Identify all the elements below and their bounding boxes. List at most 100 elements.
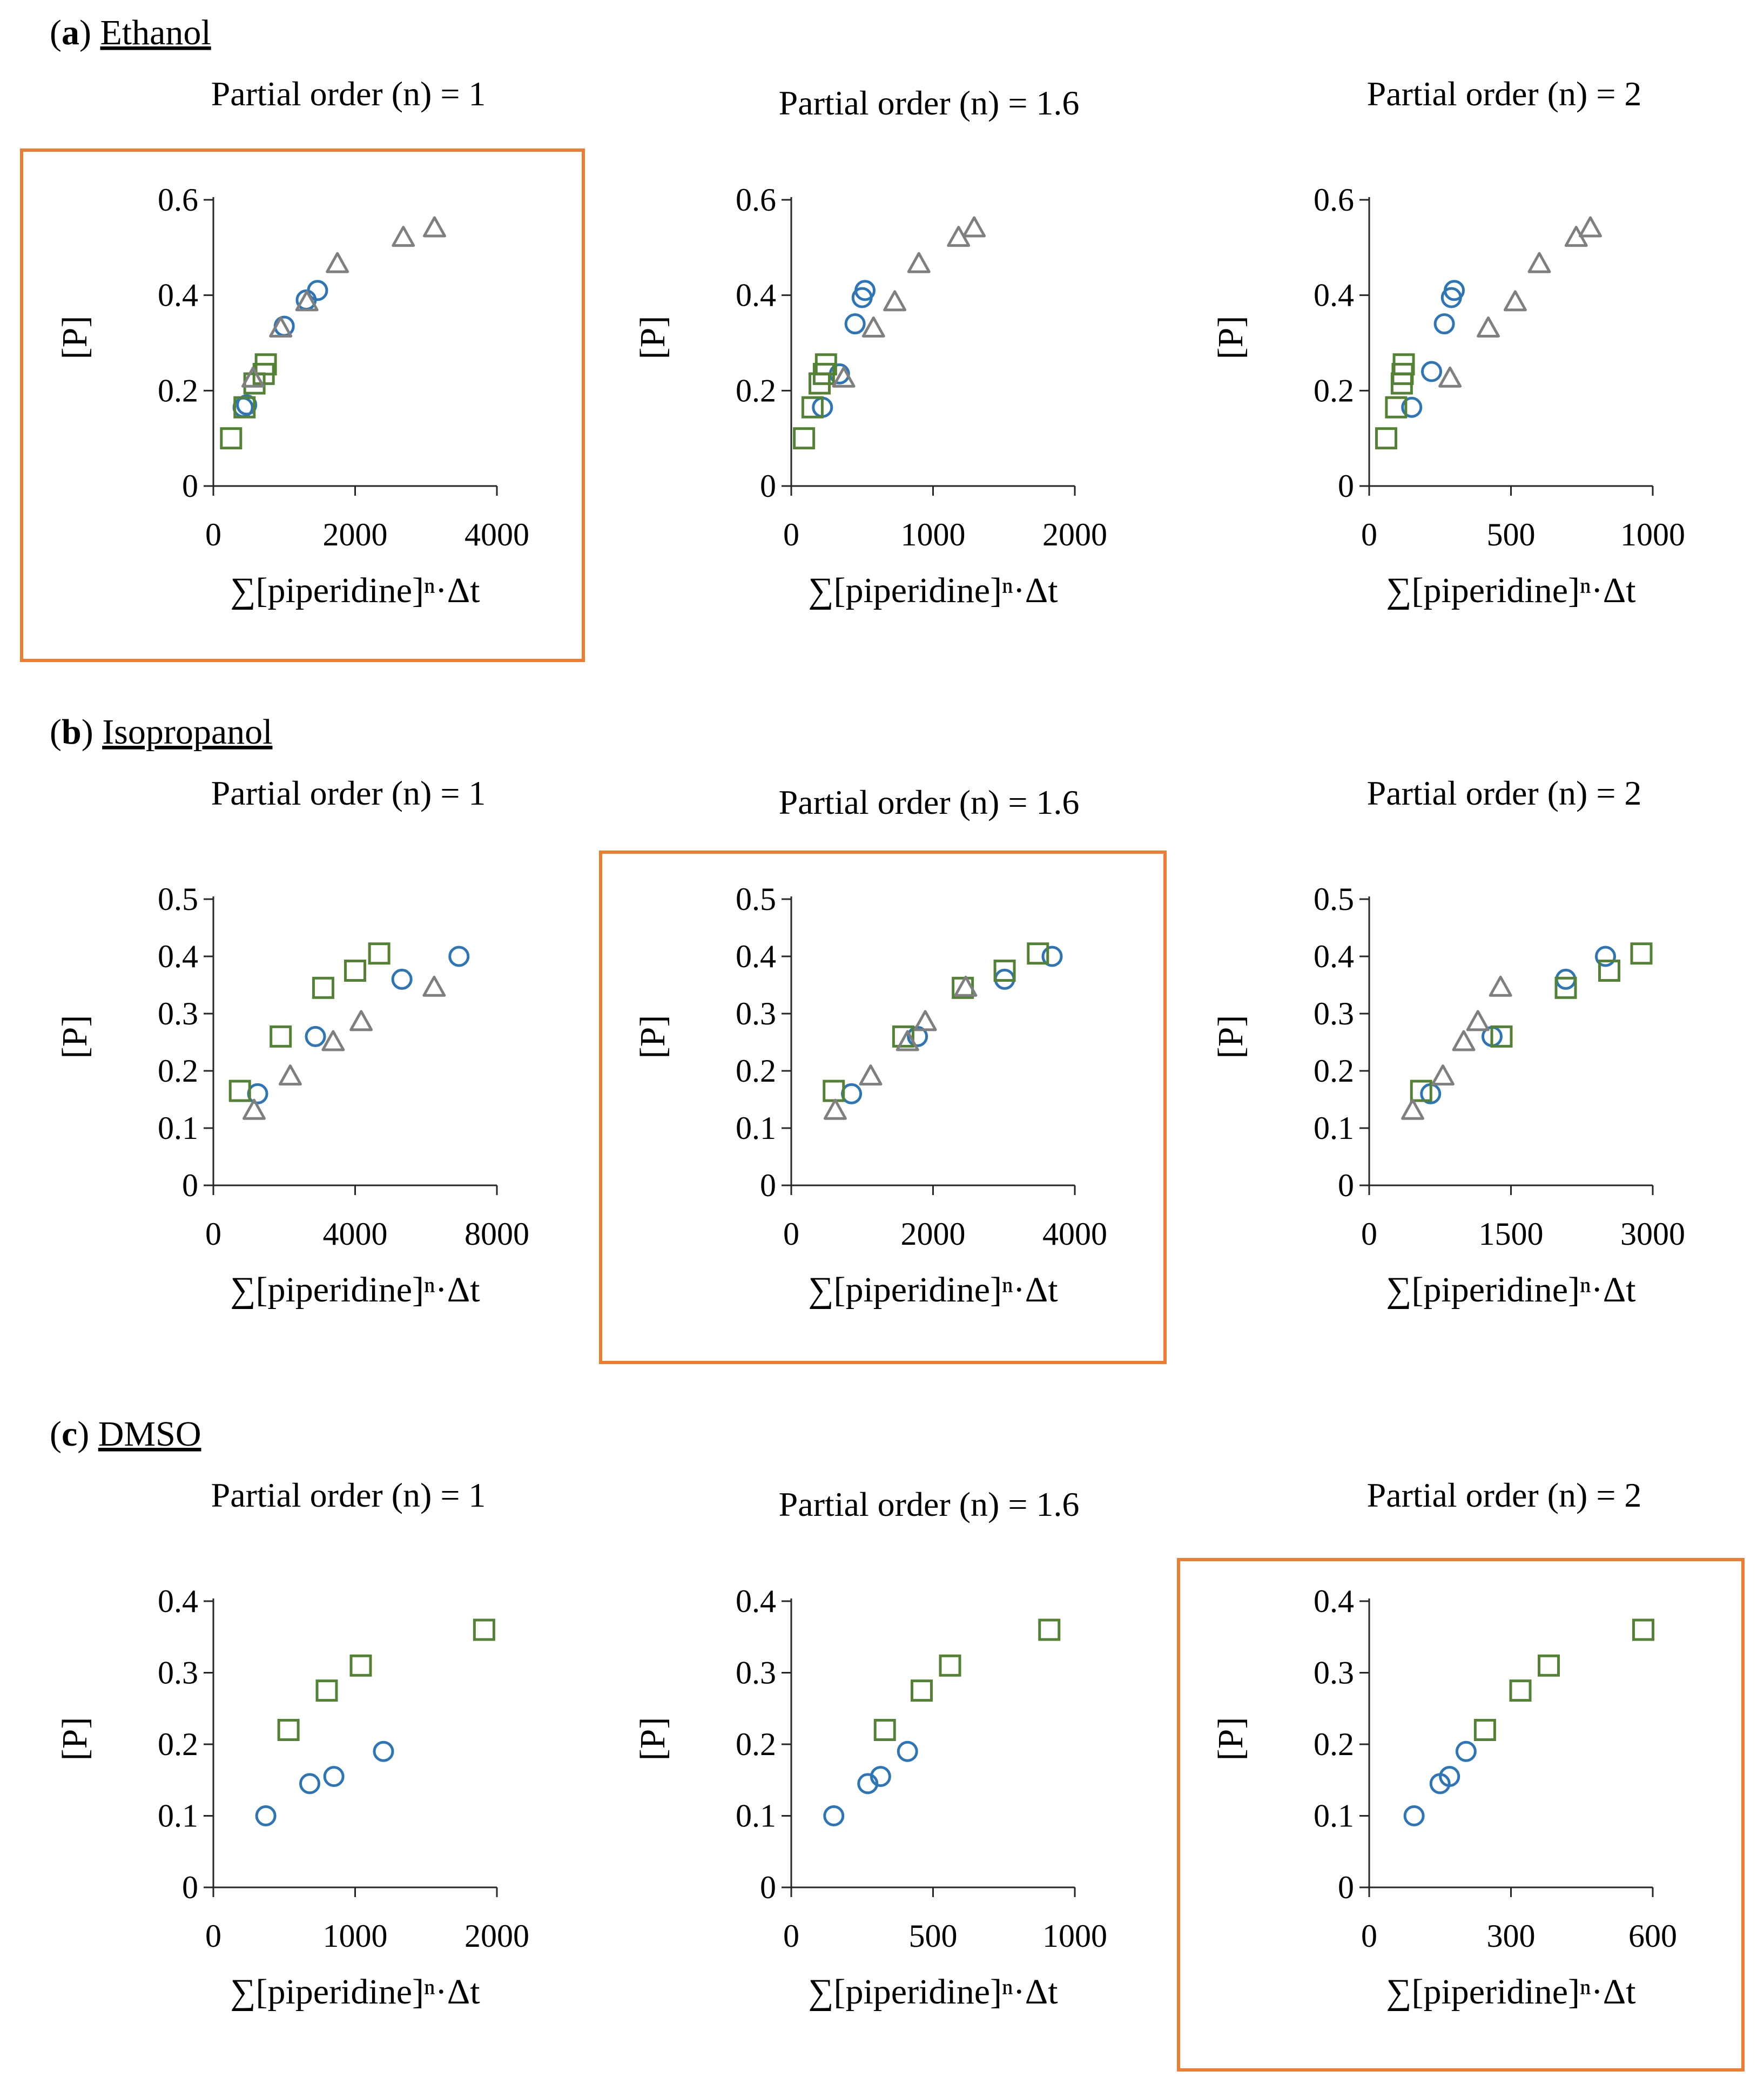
square-marker <box>228 1080 251 1102</box>
y-tick-label: 0 <box>760 1168 776 1203</box>
y-axis-label: [P] <box>1211 1717 1250 1761</box>
circle-marker <box>299 1773 320 1794</box>
square-marker <box>368 942 390 965</box>
square-marker <box>1554 976 1577 999</box>
triangle-marker <box>1452 1030 1476 1051</box>
x-tick-label: 0 <box>783 1918 799 1954</box>
square-marker <box>220 427 243 450</box>
x-axis-label: ∑[piperidine]ⁿ·Δt <box>1386 1270 1635 1310</box>
triangle-marker <box>896 1030 919 1051</box>
square-marker <box>1509 1679 1532 1702</box>
circle-marker <box>305 1025 326 1047</box>
triangle-marker <box>883 290 907 312</box>
y-tick-label: 0.4 <box>736 939 776 974</box>
panel-title: Partial order (n) = 1 <box>211 1476 486 1514</box>
x-tick-label: 0 <box>1361 1918 1377 1954</box>
y-tick-label: 0 <box>182 1168 198 1203</box>
x-tick-label: 0 <box>205 517 221 552</box>
x-axis-label: ∑[piperidine]ⁿ·Δt <box>1386 1972 1635 2012</box>
section-name: Ethanol <box>100 13 211 52</box>
circle-marker <box>323 1766 345 1787</box>
circle-marker <box>1401 396 1423 418</box>
square-marker <box>801 396 824 419</box>
square-marker <box>892 1025 914 1048</box>
panel-title: Partial order (n) = 2 <box>1367 1476 1642 1514</box>
triangle-marker <box>423 216 446 238</box>
triangle-marker <box>1438 366 1462 388</box>
triangle-marker <box>1401 1098 1424 1120</box>
y-axis-label: [P] <box>55 1015 95 1059</box>
triangle-marker <box>422 975 446 997</box>
y-tick-label: 0.3 <box>1314 1655 1354 1691</box>
section-label: (b) Isopropanol <box>50 712 272 752</box>
x-tick-label: 2000 <box>1042 517 1107 552</box>
triangle-marker <box>907 252 931 273</box>
triangle-marker <box>269 316 293 338</box>
y-tick-label: 0.3 <box>158 996 198 1031</box>
y-axis-label: [P] <box>1211 316 1250 360</box>
x-tick-label: 2000 <box>901 1216 966 1252</box>
highlight-box <box>1177 1558 1745 2072</box>
x-tick-label: 500 <box>1487 517 1536 552</box>
circle-marker <box>1041 946 1063 967</box>
circle-marker <box>236 394 258 416</box>
square-marker <box>1385 396 1408 419</box>
circle-marker <box>1403 1805 1425 1826</box>
x-axis-label: ∑[piperidine]ⁿ·Δt <box>230 1972 480 2012</box>
y-tick-label: 0 <box>1338 1168 1354 1203</box>
square-marker <box>823 1080 845 1102</box>
circle-marker <box>1455 1740 1477 1762</box>
y-tick-label: 0.6 <box>736 182 776 218</box>
y-tick-label: 0.2 <box>736 373 776 408</box>
y-axis-label: [P] <box>55 1717 95 1761</box>
circle-marker <box>247 1083 268 1104</box>
y-tick-label: 0.4 <box>736 1583 776 1619</box>
triangle-marker <box>295 290 319 312</box>
triangle-marker <box>861 316 885 338</box>
y-tick-label: 0.5 <box>158 881 198 917</box>
triangle-marker <box>241 366 265 388</box>
y-tick-label: 0.4 <box>1314 939 1354 974</box>
panel-c-2: Partial order (n) = 1.6 0 0.1 0.2 0.3 0.4 0 500… <box>633 1485 1107 2012</box>
circle-marker <box>844 313 866 335</box>
section-name: DMSO <box>98 1414 201 1454</box>
triangle-marker <box>1579 216 1602 238</box>
triangle-marker <box>349 1010 373 1031</box>
x-axis-label: ∑[piperidine]ⁿ·Δt <box>808 571 1058 610</box>
x-axis-label: ∑[piperidine]ⁿ·Δt <box>808 1270 1058 1310</box>
y-tick-label: 0.2 <box>1314 373 1354 408</box>
y-tick-label: 0.1 <box>1314 1110 1354 1146</box>
panel-c-3: Partial order (n) = 2 0 0.1 0.2 0.3 0.4 0 300 60… <box>1211 1476 1677 2012</box>
x-tick-label: 0 <box>783 1216 799 1252</box>
y-tick-label: 0.4 <box>158 278 198 313</box>
triangle-marker <box>823 1098 847 1120</box>
y-tick-label: 0.2 <box>736 1053 776 1089</box>
panel-a-3: Partial order (n) = 2 0 0.2 0.4 0.6 0 500 1000 ∑… <box>1211 75 1685 610</box>
panel-title: Partial order (n) = 1 <box>211 774 486 812</box>
triangle-marker <box>832 366 856 388</box>
section-label: (c) DMSO <box>50 1414 201 1454</box>
circle-marker <box>373 1740 394 1762</box>
triangle-marker <box>1466 1010 1490 1031</box>
x-tick-label: 0 <box>1361 517 1377 552</box>
section-name: Isopropanol <box>102 712 272 752</box>
x-tick-label: 3000 <box>1620 1216 1685 1252</box>
triangle-marker <box>326 252 349 273</box>
square-marker <box>1392 353 1415 376</box>
x-tick-label: 1000 <box>1042 1918 1107 1954</box>
triangle-marker <box>962 216 986 238</box>
y-tick-label: 0.6 <box>1314 182 1354 218</box>
triangle-marker <box>913 1010 937 1031</box>
y-tick-label: 0.1 <box>736 1110 776 1146</box>
highlight-box <box>599 851 1167 1364</box>
panel-a-1: Partial order (n) = 1 0 0.2 0.4 0.6 0 2000 4000… <box>55 75 529 610</box>
x-axis-label: ∑[piperidine]ⁿ·Δt <box>230 571 480 610</box>
y-tick-label: 0.4 <box>158 939 198 974</box>
panel-title: Partial order (n) = 2 <box>1367 774 1642 812</box>
y-axis-label: [P] <box>55 316 95 360</box>
square-marker <box>939 1654 961 1677</box>
square-marker <box>1538 1654 1560 1677</box>
y-tick-label: 0.2 <box>158 1726 198 1762</box>
y-axis-label: [P] <box>1211 1015 1250 1059</box>
x-tick-label: 0 <box>205 1216 221 1252</box>
